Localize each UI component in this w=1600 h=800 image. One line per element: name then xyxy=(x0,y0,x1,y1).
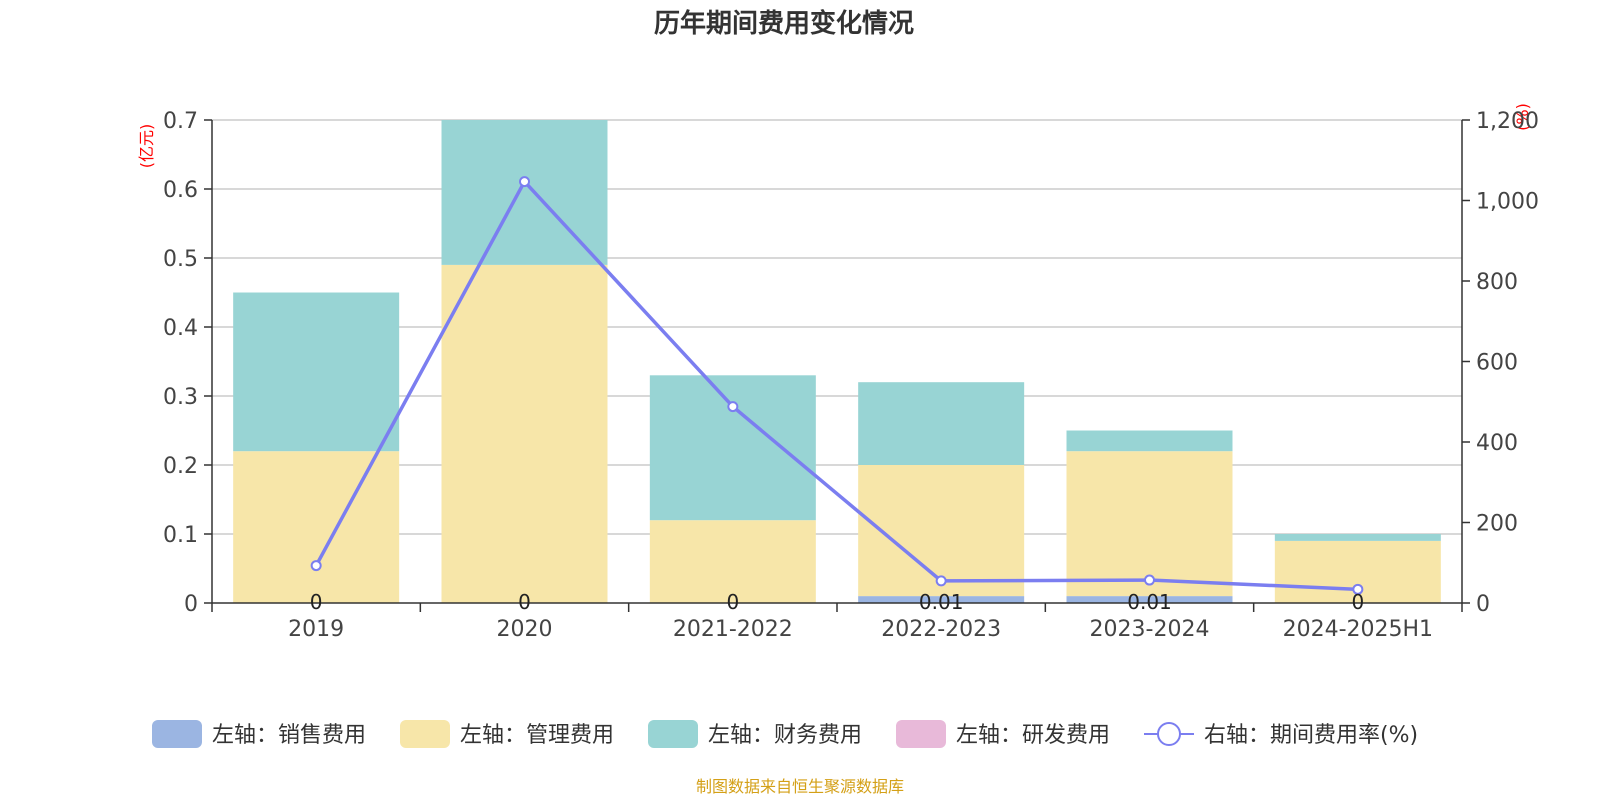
legend-marker xyxy=(1157,722,1181,746)
bar-segment xyxy=(858,596,1025,603)
data-label: 0 xyxy=(518,590,531,614)
left-tick-label: 0 xyxy=(184,592,198,617)
left-axis-unit: (亿元) xyxy=(137,124,156,169)
data-label: 0 xyxy=(726,590,739,614)
x-tick-label: 2019 xyxy=(288,617,344,642)
source-note: 制图数据来自恒生聚源数据库 xyxy=(696,777,904,796)
legend-label: 左轴：销售费用 xyxy=(212,723,366,748)
legend-swatch xyxy=(896,720,946,748)
left-tick-label: 0.6 xyxy=(163,178,198,203)
rate-point xyxy=(935,575,947,587)
legend-label: 右轴：期间费用率(%) xyxy=(1204,723,1418,748)
grid-lines xyxy=(212,119,1462,535)
bar-segment xyxy=(1066,596,1233,603)
rate-point xyxy=(1352,583,1364,595)
x-tick-label: 2023-2024 xyxy=(1090,617,1210,642)
legend-swatch xyxy=(648,720,698,748)
right-tick-label: 200 xyxy=(1476,512,1518,537)
bar-segment xyxy=(858,465,1025,597)
rate-line xyxy=(314,179,1358,592)
bar-segment xyxy=(1066,430,1233,452)
line-series xyxy=(310,176,1364,595)
right-tick-label: 1,200 xyxy=(1476,109,1539,134)
legend-swatch xyxy=(400,720,450,748)
right-tick-label: 600 xyxy=(1476,351,1518,376)
right-tick-label: 1,000 xyxy=(1476,190,1539,215)
left-tick-label: 0.1 xyxy=(163,523,198,548)
legend-label: 左轴：管理费用 xyxy=(460,723,614,748)
bar-segment xyxy=(441,264,608,603)
rate-point xyxy=(1144,574,1155,586)
bar-segment xyxy=(649,375,816,521)
legend[interactable]: 左轴：销售费用 左轴：管理费用 左轴：财务费用 左轴：研发费用 右轴：期间费用率(%) xyxy=(152,720,1418,748)
data-labels: 0 0 0 0.01 0.01 0 xyxy=(310,590,1364,614)
bar-segment xyxy=(233,292,400,452)
axes: 0 0.1 0.2 0.3 0.4 0.5 0.6 0.7 0 200 400 600 800 1,000… xyxy=(163,109,1539,642)
rate-point xyxy=(310,560,322,572)
bar-segment xyxy=(233,451,400,603)
left-tick-label: 0.2 xyxy=(163,454,198,479)
legend-label: 左轴：财务费用 xyxy=(708,723,862,748)
right-tick-label: 400 xyxy=(1476,431,1518,456)
data-label: 0 xyxy=(310,590,323,614)
x-tick-label: 2021-2022 xyxy=(673,617,793,642)
left-tick-label: 0.3 xyxy=(163,385,198,410)
data-label: 0 xyxy=(1351,590,1364,614)
rate-point xyxy=(519,176,530,188)
bar-segment xyxy=(649,520,816,603)
legend-label: 左轴：研发费用 xyxy=(956,723,1110,748)
chart-title: 历年期间费用变化情况 xyxy=(654,8,914,39)
bar-segment xyxy=(1066,451,1233,597)
left-tick-label: 0.4 xyxy=(163,316,198,341)
left-tick-label: 0.7 xyxy=(163,109,198,134)
bar-segment xyxy=(1274,534,1441,541)
left-tick-label: 0.5 xyxy=(163,247,198,272)
right-tick-label: 0 xyxy=(1476,592,1490,617)
x-tick-label: 2020 xyxy=(497,617,553,642)
right-tick-label: 800 xyxy=(1476,270,1518,295)
data-label: 0.01 xyxy=(1127,590,1172,614)
bar-series xyxy=(233,120,1441,603)
bar-segment xyxy=(858,382,1025,465)
x-tick-label: 2022-2023 xyxy=(881,617,1001,642)
right-axis-unit: (%) xyxy=(1513,103,1532,131)
data-label: 0.01 xyxy=(919,590,964,614)
rate-point xyxy=(727,401,739,413)
legend-swatch xyxy=(152,720,202,748)
x-tick-label: 2024-2025H1 xyxy=(1283,617,1433,642)
